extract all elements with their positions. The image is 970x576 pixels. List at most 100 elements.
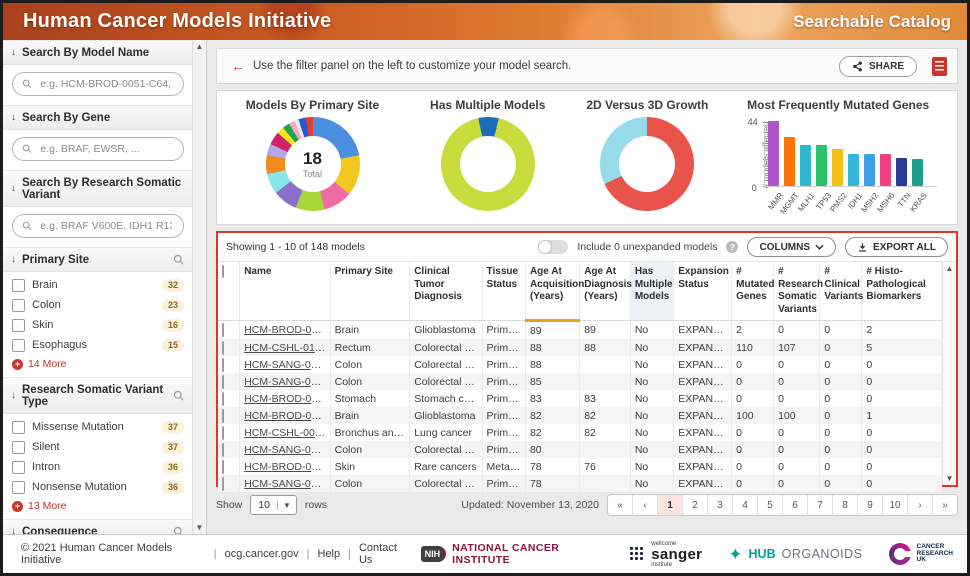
table-cell: EXPANDED [673,356,733,373]
table-cell: 0 [731,441,775,458]
page-button-9[interactable]: 9 [857,495,882,515]
show-more-link[interactable]: +14 More [12,355,184,371]
results-table-panel: Showing 1 - 10 of 148 models Include 0 u… [216,231,958,492]
row-checkbox[interactable] [222,425,224,440]
table-cell: Primary [482,373,526,390]
table-cell: 0 [773,424,821,441]
column-header-age-at-diagnosis-years-[interactable]: Age At Diagnosis (Years) [579,262,632,321]
row-checkbox[interactable] [222,323,224,337]
sidebar-section-header-search-1[interactable]: ↓ Search By Gene [3,105,193,130]
filter-checkbox[interactable] [12,278,25,292]
page-button-4[interactable]: 4 [732,495,757,515]
model-name-link[interactable]: HCM-SANG-0282-C18 [244,375,329,388]
pdf-document-icon[interactable] [932,56,947,76]
page-button-8[interactable]: 8 [832,495,857,515]
table-cell: HCM-CSHL-0058-C34 [239,424,331,441]
filter-checkbox[interactable] [12,338,25,352]
row-checkbox[interactable] [222,476,224,491]
column-header--mutated-genes[interactable]: # Mutated Genes [731,262,774,321]
unexpanded-models-toggle[interactable] [538,240,569,254]
column-header-primary-site[interactable]: Primary Site [330,262,411,321]
filter-hint-text: Use the filter panel on the left to cust… [253,60,572,72]
column-header-name[interactable]: Name [239,262,331,321]
search-input-1[interactable] [38,142,174,156]
page-button-7[interactable]: 7 [807,495,832,515]
table-scrollbar[interactable]: ▲ ▼ [942,262,956,485]
column-header-clinical-tumor-diagnosis[interactable]: Clinical Tumor Diagnosis [409,262,483,321]
model-name-link[interactable]: HCM-SANG-0273-C18 [244,477,329,490]
table-scroll-up-icon[interactable]: ▲ [945,264,954,273]
table-row: HCM-SANG-0273-C18ColonColorectal cancerP… [218,475,942,492]
row-checkbox[interactable] [222,357,224,372]
page-button-›[interactable]: › [907,495,932,515]
footer-link-contact[interactable]: Contact Us [358,542,397,566]
hub-organoids-logo[interactable]: ✦ HUB ORGANOIDS [728,546,862,563]
scroll-up-icon[interactable]: ▲ [195,42,204,51]
filter-checkbox[interactable] [12,318,25,332]
filter-checkbox[interactable] [12,298,25,312]
help-tooltip-icon[interactable]: ? [726,241,739,253]
footer-link-help[interactable]: Help [317,548,341,560]
page-size-select[interactable]: 10 ▼ [250,495,297,515]
table-cell: 0 [773,320,821,339]
row-checkbox[interactable] [222,408,224,423]
sidebar-section-header-consequence[interactable]: ↓ Consequence [3,519,193,534]
export-all-button[interactable]: EXPORT ALL [845,237,948,257]
table-cell: 2 [731,320,775,339]
sanger-logo[interactable]: wellcome sanger institute [629,541,702,568]
sidebar-section-header-primary-site[interactable]: ↓ Primary Site [3,247,193,272]
page-button-5[interactable]: 5 [757,495,782,515]
page-button-3[interactable]: 3 [707,495,732,515]
row-checkbox[interactable] [222,459,224,474]
page-button-‹[interactable]: ‹ [632,495,657,515]
search-input-2[interactable] [38,219,174,233]
columns-button[interactable]: COLUMNS [747,237,837,257]
page-button-«[interactable]: « [608,495,632,515]
search-input-0[interactable] [38,77,174,91]
row-select-cell [218,356,241,373]
model-name-link[interactable]: HCM-CSHL-0143-C20 [244,341,330,354]
column-header-has-multiple-models[interactable]: Has Multiple Models [630,262,675,321]
column-header-age-at-acquisition-years-[interactable]: Age At Acquisition (Years) [525,262,584,322]
column-header--clinical-variants[interactable]: # Clinical Variants [819,262,863,321]
filter-checkbox[interactable] [12,480,25,494]
model-name-link[interactable]: HCM-BROD-0234-C49 [244,460,329,473]
sidebar-section-header-search-2[interactable]: ↓ Search By Research Somatic Variant [3,170,193,207]
model-name-link[interactable]: HCM-BROD-0140-C16 [244,392,329,405]
footer-link-ocg[interactable]: ocg.cancer.gov [224,548,299,560]
column-header--histo-pathological-biomarkers[interactable]: # Histo-Pathological Biomarkers [861,262,942,321]
filter-count-badge: 37 [161,420,184,434]
model-name-link[interactable]: HCM-SANG-0268-C18 [244,443,329,456]
page-button-10[interactable]: 10 [882,495,907,515]
table-cell: Colorectal cancer [409,356,483,373]
model-name-link[interactable]: HCM-CSHL-0058-C34 [244,426,330,439]
filter-checkbox[interactable] [12,420,25,434]
row-checkbox[interactable] [222,391,224,406]
sidebar-scrollbar[interactable]: ▲ ▼ [192,40,206,534]
model-name-link[interactable]: HCM-BROD-0003-C71 [244,409,329,422]
sidebar-section-header-research-somatic-variant-type[interactable]: ↓ Research Somatic Variant Type [3,377,193,414]
show-more-link[interactable]: +13 More [12,497,184,513]
page-button-»[interactable]: » [932,495,957,515]
chart-0: Models By Primary Site 18 Total [223,98,402,211]
select-all-checkbox[interactable] [222,265,224,278]
row-checkbox[interactable] [222,442,224,457]
share-button[interactable]: SHARE [838,55,917,77]
row-checkbox[interactable] [222,374,224,389]
filter-checkbox[interactable] [12,440,25,454]
table-scroll-down-icon[interactable]: ▼ [945,474,954,483]
column-header--research-somatic-variants[interactable]: # Research Somatic Variants [773,262,823,321]
row-checkbox[interactable] [222,340,224,355]
nci-logo[interactable]: NIH NATIONAL CANCER INSTITUTE [420,542,604,566]
sidebar-section-header-search-0[interactable]: ↓ Search By Model Name [3,40,193,65]
cancer-research-uk-logo[interactable]: CANCER RESEARCH UK [888,543,953,565]
model-name-link[interactable]: HCM-BROD-0455-C71 [244,324,329,336]
page-button-6[interactable]: 6 [782,495,807,515]
page-button-1[interactable]: 1 [657,495,682,515]
filter-checkbox[interactable] [12,460,25,474]
column-header-tissue-status[interactable]: Tissue Status [482,262,526,321]
scroll-down-icon[interactable]: ▼ [195,523,204,532]
model-name-link[interactable]: HCM-SANG-0269-C18 [244,358,329,371]
column-header-expansion-status[interactable]: Expansion Status [673,262,733,321]
page-button-2[interactable]: 2 [682,495,707,515]
